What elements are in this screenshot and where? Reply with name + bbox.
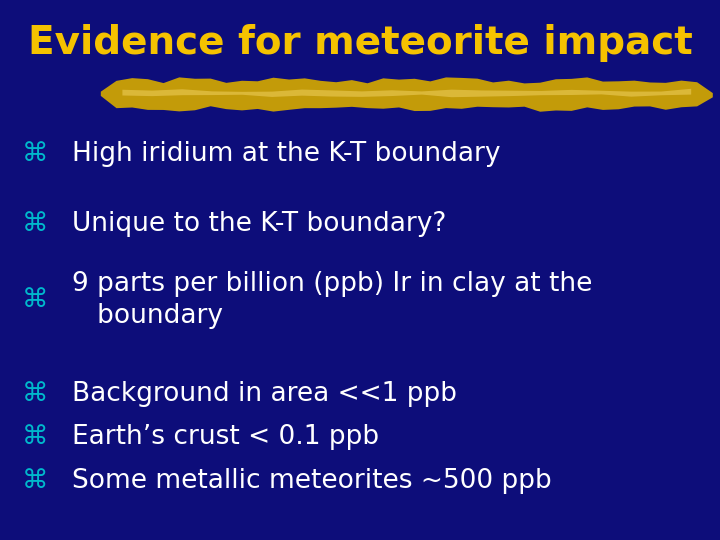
Polygon shape: [122, 89, 691, 97]
Text: ⌘: ⌘: [22, 287, 48, 313]
Text: ⌘: ⌘: [22, 468, 48, 494]
Text: ⌘: ⌘: [22, 381, 48, 407]
Text: Earth’s crust < 0.1 ppb: Earth’s crust < 0.1 ppb: [72, 424, 379, 450]
Polygon shape: [101, 77, 713, 112]
Text: Background in area <<1 ppb: Background in area <<1 ppb: [72, 381, 457, 407]
Text: 9 parts per billion (ppb) Ir in clay at the
   boundary: 9 parts per billion (ppb) Ir in clay at …: [72, 271, 593, 329]
Text: Some metallic meteorites ~500 ppb: Some metallic meteorites ~500 ppb: [72, 468, 552, 494]
Text: Evidence for meteorite impact: Evidence for meteorite impact: [27, 24, 693, 62]
Text: ⌘: ⌘: [22, 424, 48, 450]
Text: ⌘: ⌘: [22, 211, 48, 237]
Text: ⌘: ⌘: [22, 141, 48, 167]
Text: Unique to the K-T boundary?: Unique to the K-T boundary?: [72, 211, 446, 237]
Text: High iridium at the K-T boundary: High iridium at the K-T boundary: [72, 141, 500, 167]
